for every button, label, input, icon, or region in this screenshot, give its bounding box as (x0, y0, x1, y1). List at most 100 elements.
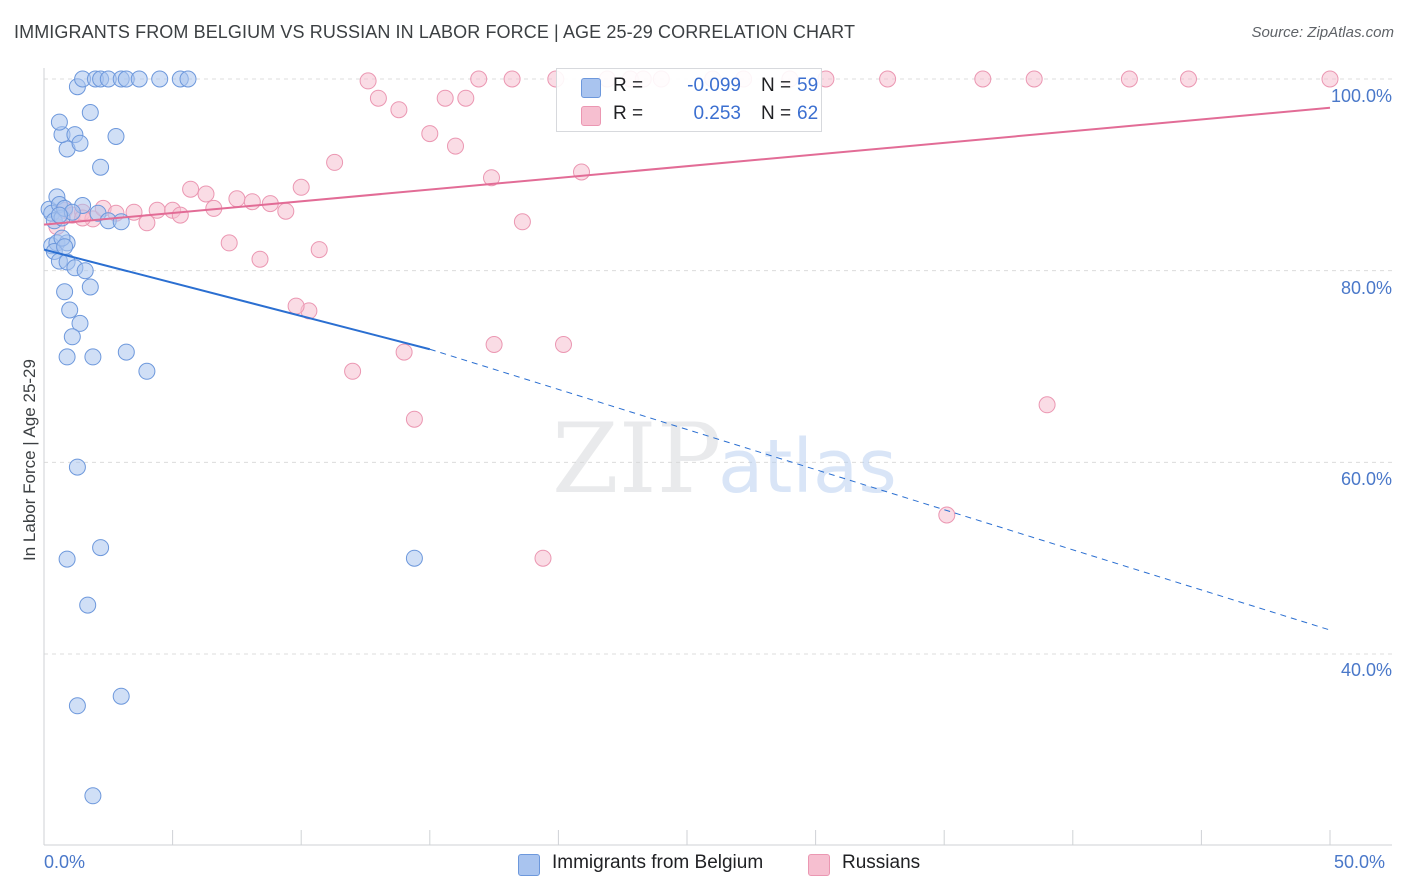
belgium-point (112, 687, 130, 705)
belgium-points (40, 70, 423, 805)
russian-point (292, 178, 310, 196)
russian-point (485, 336, 503, 353)
r-label: R = (613, 75, 644, 96)
belgium-point (50, 113, 68, 131)
y-tick-label: 80.0% (1340, 278, 1392, 298)
belgium-point (58, 348, 76, 366)
r-value: 0.253 (693, 103, 741, 124)
russian-point (436, 89, 454, 107)
x-tick-label: 50.0% (1334, 852, 1386, 872)
russian-point (457, 89, 475, 107)
belgium-trend-extension (429, 348, 1331, 631)
trend-lines (43, 106, 1331, 631)
belgium-point (92, 539, 110, 557)
russian-point (447, 137, 464, 155)
russian-point (405, 410, 423, 428)
russian-point (287, 297, 305, 315)
axes (43, 68, 1392, 846)
bottom-legend: Immigrants from Belgium Russians (0, 852, 1406, 876)
belgium-point (58, 550, 76, 568)
legend-label: Immigrants from Belgium (552, 852, 764, 873)
belgium-trend-line (43, 248, 431, 351)
belgium-point (79, 596, 97, 614)
belgium-point (84, 787, 102, 805)
russian-point (228, 190, 246, 208)
russian-point (1038, 396, 1056, 414)
russian-point (369, 89, 387, 107)
legend-label: Russians (842, 852, 921, 873)
belgium-point (63, 328, 81, 346)
belgium-point (61, 301, 79, 319)
n-value: 62 (797, 103, 819, 124)
russian-point (251, 250, 269, 268)
belgium-point (56, 283, 74, 301)
watermark-atlas: atlas (718, 424, 897, 510)
belgium-point (151, 70, 169, 88)
russian-point (938, 506, 956, 524)
belgium-point (179, 70, 197, 88)
russian-point (573, 163, 590, 181)
russian-swatch (581, 106, 601, 126)
russian-point (1321, 70, 1339, 88)
y-tick-label: 40.0% (1340, 660, 1392, 680)
belgium-point (76, 262, 94, 280)
watermark-zip: ZIP (552, 403, 721, 515)
russian-point (326, 153, 344, 171)
russian-point (220, 234, 238, 252)
x-tick-label: 0.0% (44, 852, 86, 872)
russian-point (974, 70, 992, 88)
n-value: 59 (797, 75, 819, 96)
belgium-point (71, 314, 89, 332)
russian-point (421, 125, 439, 143)
belgium-point (50, 206, 68, 224)
r-label: R = (613, 103, 644, 124)
russian-point (344, 362, 362, 380)
russian-point (182, 180, 200, 198)
belgium-point (130, 70, 148, 88)
gridlines (44, 78, 1392, 655)
russian-point (1120, 70, 1138, 88)
belgium-point (138, 362, 156, 380)
belgium-point (107, 128, 125, 145)
chart-title: IMMIGRANTS FROM BELGIUM VS RUSSIAN IN LA… (14, 22, 856, 42)
stats-legend: R = -0.099 N = 59 R = 0.253 N = 62 (556, 68, 822, 132)
russian-point (359, 72, 377, 90)
russian-point (470, 70, 488, 88)
belgium-point (84, 348, 102, 366)
russian-point (483, 169, 500, 187)
russian-point (390, 101, 408, 119)
belgium-point (71, 134, 89, 152)
russian-trend-line (43, 106, 1331, 226)
n-label: N = (761, 75, 792, 96)
belgium-point (68, 458, 86, 476)
belgium-swatch (581, 78, 601, 98)
belgium-point (81, 104, 99, 121)
russian-point (503, 70, 521, 88)
russian-point (243, 193, 261, 211)
russian-point (277, 202, 295, 220)
russian-point (879, 70, 897, 88)
russian-point (395, 343, 413, 361)
belgium-point (56, 238, 74, 256)
watermark: ZIP atlas (552, 403, 897, 515)
y-tick-label: 100.0% (1330, 86, 1392, 106)
russian-point (513, 213, 531, 231)
russian-point (148, 201, 166, 219)
russian-point (310, 241, 328, 259)
russian-point (1180, 70, 1197, 88)
belgium-point (92, 158, 110, 176)
belgium-point (117, 343, 135, 361)
belgium-point (81, 278, 99, 296)
russian-point (1025, 70, 1043, 88)
belgium-point (68, 697, 86, 715)
n-label: N = (761, 103, 792, 124)
y-tick-label: 60.0% (1340, 469, 1392, 489)
russian-point (534, 549, 552, 567)
russian-point (197, 185, 215, 203)
belgium-swatch (518, 854, 540, 876)
russian-point (555, 336, 572, 353)
source-label: Source: ZipAtlas.com (1251, 24, 1394, 41)
russian-swatch (808, 854, 830, 876)
belgium-point (405, 549, 423, 567)
